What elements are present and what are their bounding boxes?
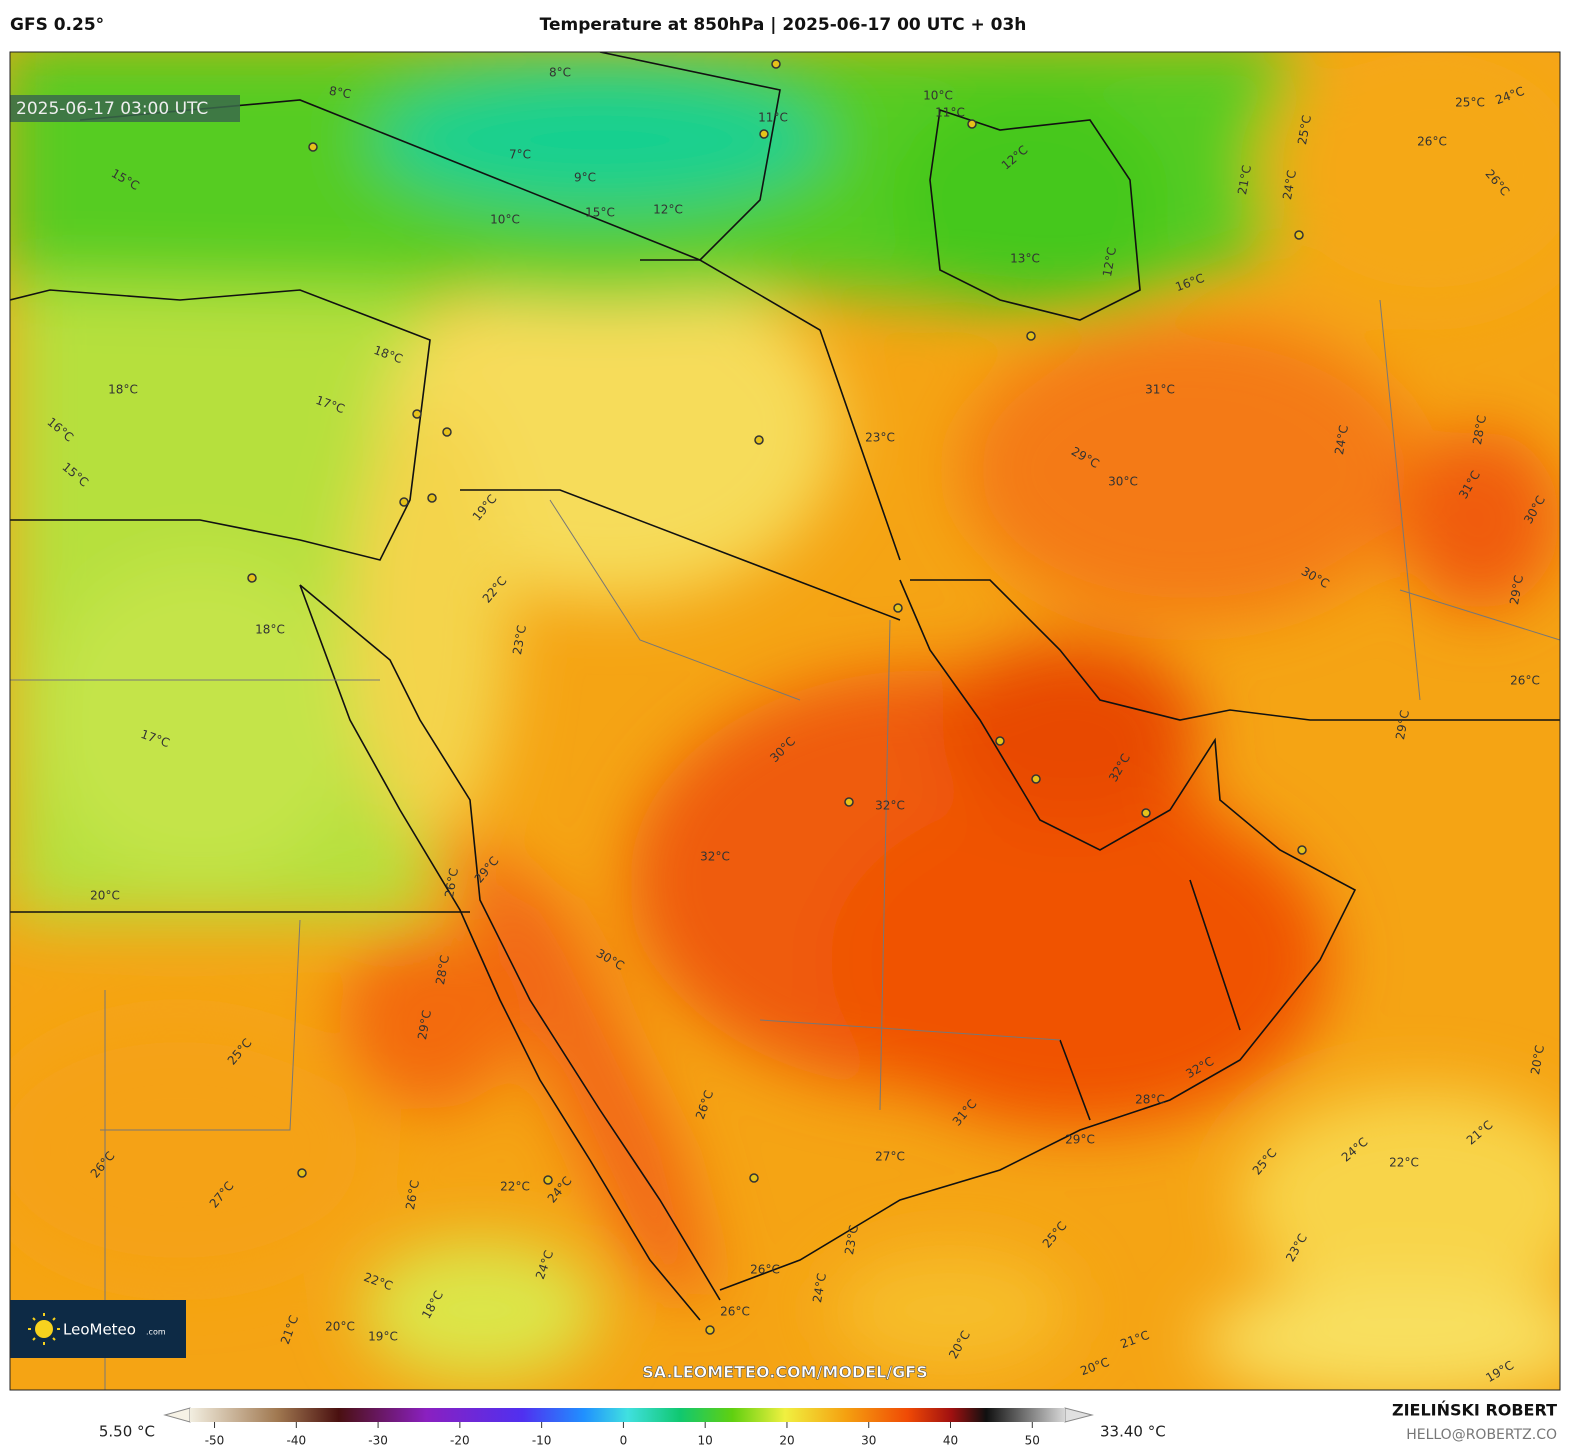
- contour-label: 24°C: [1332, 424, 1351, 456]
- contour-label: 12°C: [1100, 246, 1119, 278]
- contour-label: 29°C: [1065, 1133, 1095, 1147]
- contour-label: 26°C: [403, 1179, 422, 1211]
- contour-label: 23°C: [510, 624, 529, 656]
- contour-label: 24°C: [1280, 169, 1299, 201]
- contour-label: 18°C: [108, 383, 138, 397]
- colorbar-tick-label: 50: [1025, 1434, 1040, 1448]
- contour-label: 22°C: [500, 1180, 530, 1194]
- contour-label: 25°C: [1455, 96, 1485, 110]
- contour-label: 13°C: [1010, 252, 1040, 266]
- timestamp: 2025-06-17 03:00 UTC: [16, 99, 208, 119]
- colorbar-ticks: -50 -40 -30 -20 -10 0 10 20 30 40 50: [205, 1422, 1040, 1448]
- contour-label: 23°C: [842, 1224, 861, 1256]
- colorbar-tick-label: -40: [287, 1434, 307, 1448]
- contour-label: 11°C: [935, 106, 965, 120]
- contour-label: 20°C: [1528, 1044, 1547, 1076]
- map-title: Temperature at 850hPa | 2025-06-17 00 UT…: [540, 15, 1027, 35]
- contour-label: 19°C: [368, 1330, 398, 1344]
- contour-label: 26°C: [720, 1305, 750, 1319]
- contour-label: 31°C: [1145, 383, 1175, 397]
- contour-label: 26°C: [1510, 674, 1540, 688]
- contour-label: 10°C: [490, 213, 520, 227]
- colorbar-tick-label: -30: [368, 1434, 388, 1448]
- max-value: 33.40 °C: [1100, 1423, 1166, 1441]
- contour-label: 29°C: [1507, 574, 1526, 606]
- contour-label: 21°C: [1235, 164, 1254, 196]
- colorbar-tick-label: 0: [620, 1434, 628, 1448]
- watermark: SA.LEOMETEO.COM/MODEL/GFS: [642, 1363, 928, 1382]
- min-value: 5.50 °C: [99, 1423, 155, 1441]
- contour-label: 28°C: [1470, 414, 1489, 446]
- contour-label: 29°C: [415, 1009, 434, 1041]
- logo-suffix: .com: [146, 1328, 166, 1337]
- colorbar-tick-label: 10: [698, 1434, 713, 1448]
- model-label: GFS 0.25°: [10, 15, 104, 35]
- contour-label: 32°C: [875, 799, 905, 813]
- contour-label: 28°C: [1135, 1093, 1165, 1107]
- colorbar-tick-label: 20: [779, 1434, 794, 1448]
- contour-label: 12°C: [653, 203, 683, 217]
- contour-label: 28°C: [433, 954, 452, 986]
- contour-label: 8°C: [328, 84, 352, 102]
- contour-label: 24°C: [810, 1272, 829, 1304]
- colorbar-tick-label: -10: [532, 1434, 552, 1448]
- contour-label: 26°C: [750, 1263, 780, 1277]
- contour-label: 25°C: [1295, 114, 1314, 146]
- colorbar: [190, 1408, 1065, 1422]
- contour-label: 11°C: [758, 111, 788, 125]
- contour-label: 15°C: [585, 206, 615, 220]
- contour-label: 23°C: [865, 431, 895, 445]
- contour-label: 22°C: [1389, 1156, 1419, 1170]
- contour-label: 7°C: [509, 148, 531, 162]
- contour-label: 20°C: [325, 1320, 355, 1334]
- contour-label: 26°C: [442, 867, 461, 899]
- colorbar-tick-label: -20: [450, 1434, 470, 1448]
- map: 8°C 8°C 11°C 10°C 11°C 12°C 15°C 7°C 9°C 10°C 12°C…: [10, 52, 1560, 1390]
- colorbar-tick-label: -50: [205, 1434, 225, 1448]
- contour-label: 27°C: [875, 1150, 905, 1164]
- author: ZIELIŃSKI ROBERT: [1392, 1401, 1557, 1420]
- contour-label: 20°C: [90, 889, 120, 903]
- colorbar-tick-label: 30: [861, 1434, 876, 1448]
- contour-label: 29°C: [1393, 709, 1412, 741]
- logo-name: LeoMeteo: [63, 1321, 136, 1339]
- contour-label: 10°C: [923, 89, 953, 103]
- contour-label: 30°C: [1108, 475, 1138, 489]
- colorbar-tick-label: 40: [943, 1434, 958, 1448]
- email: HELLO@ROBERTZ.CO: [1406, 1427, 1557, 1443]
- contour-label: 26°C: [1417, 135, 1447, 149]
- contour-label: 9°C: [574, 171, 596, 185]
- contour-label: 32°C: [700, 850, 730, 864]
- contour-label: 18°C: [255, 623, 285, 637]
- contour-label: 8°C: [549, 66, 571, 80]
